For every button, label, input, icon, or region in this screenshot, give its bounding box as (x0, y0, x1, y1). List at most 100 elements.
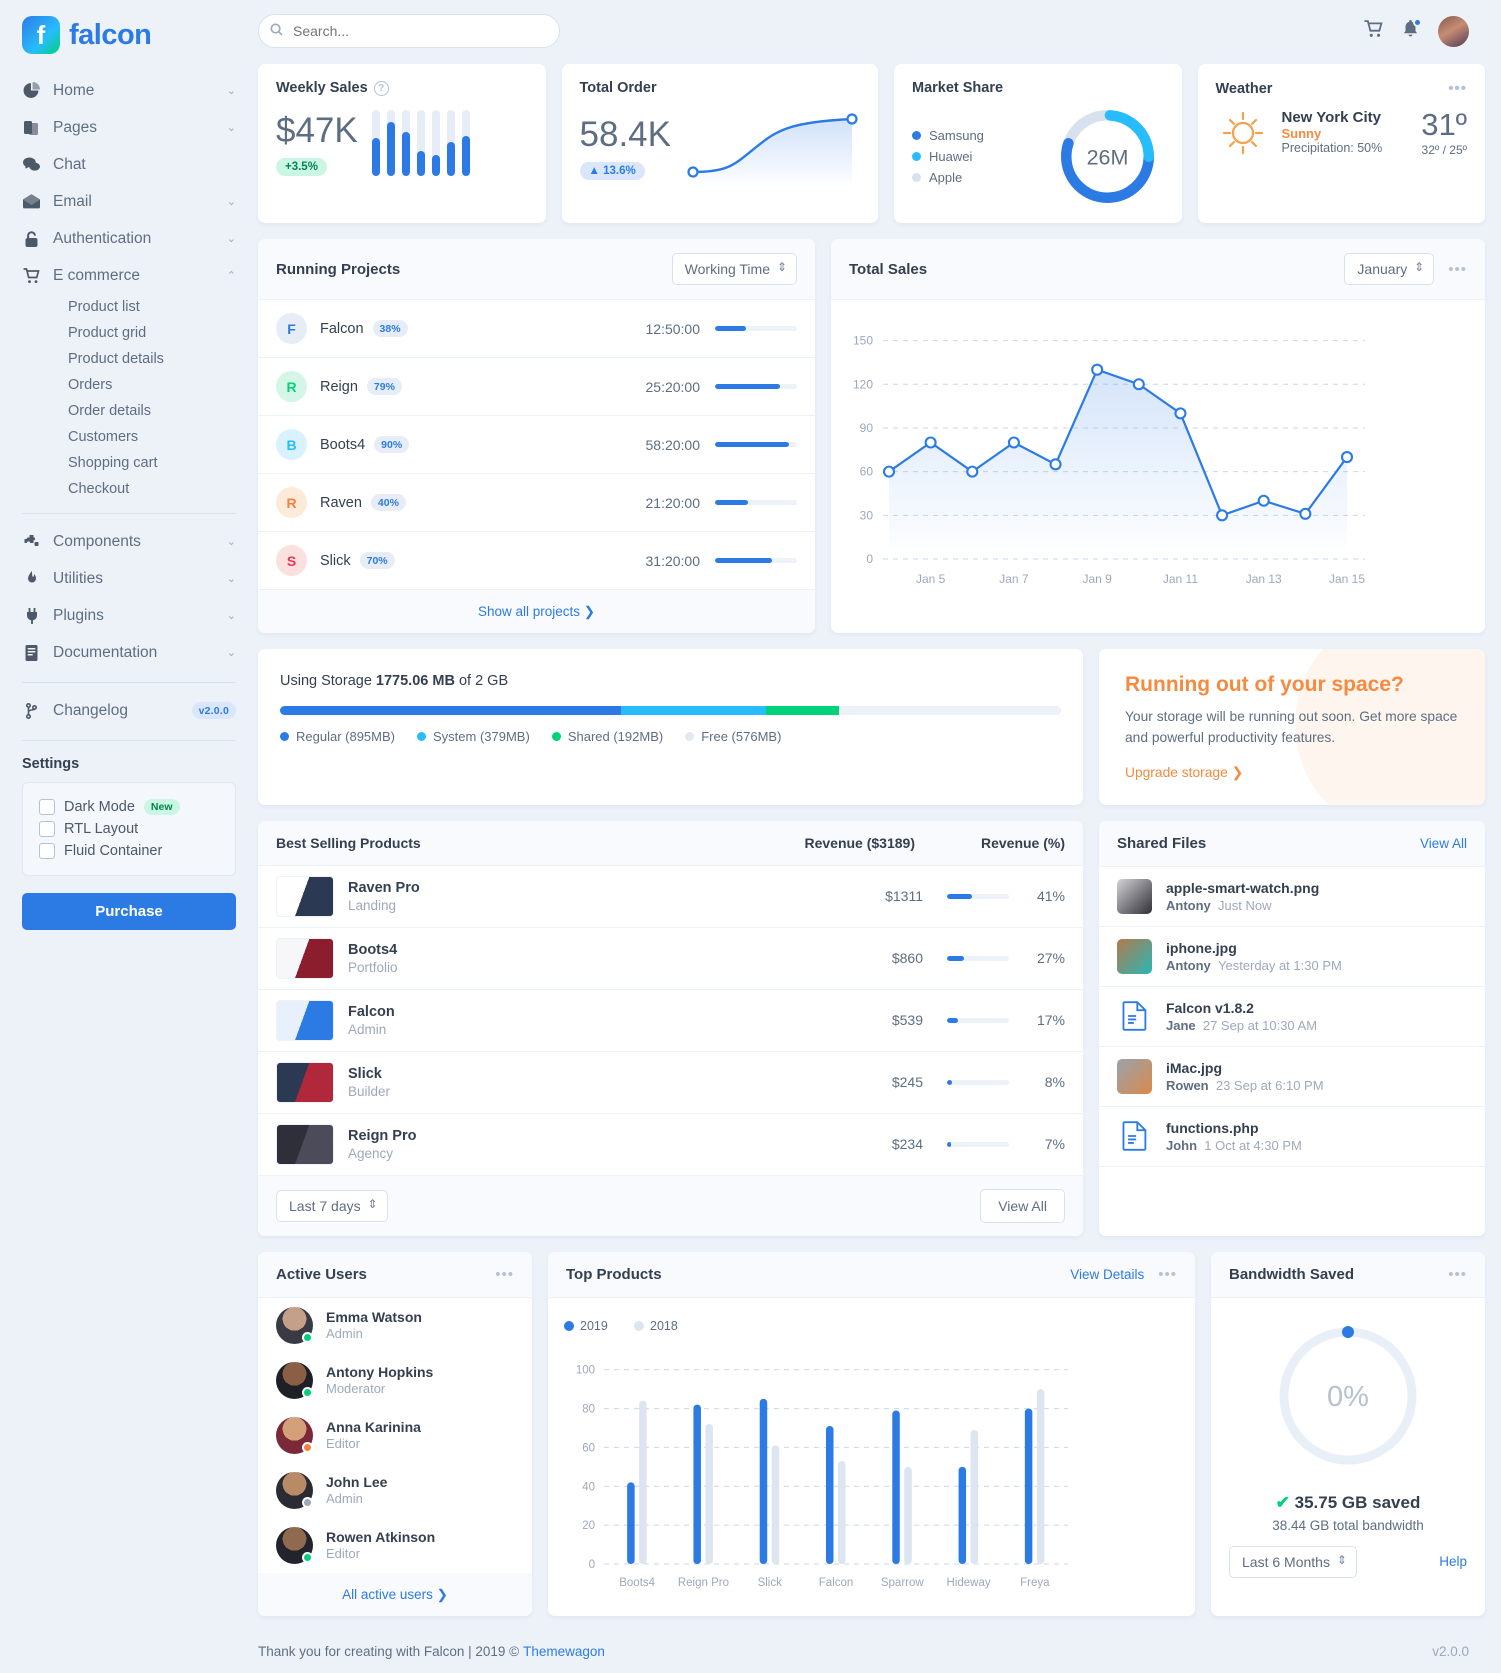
chevron-down-icon[interactable]: ⌄ (226, 233, 236, 245)
sidebar-item-changelog[interactable]: Changelog v2.0.0 (22, 692, 236, 729)
sidebar-item-product-list[interactable]: Product list (68, 299, 140, 315)
active-user-row[interactable]: John Lee Admin (258, 1463, 532, 1518)
sidebar-item-email[interactable]: Email ⌄ (22, 183, 236, 220)
project-row[interactable]: B Boots4 90% 58:20:00 (258, 416, 815, 474)
dark-mode-checkbox[interactable] (39, 799, 55, 815)
shared-file-row[interactable]: Falcon v1.8.2 Jane 27 Sep at 10:30 AM (1099, 987, 1485, 1047)
chat-icon (22, 155, 41, 174)
chevron-down-icon[interactable]: ⌄ (226, 610, 236, 622)
data-point (966, 465, 979, 478)
sidebar-item-checkout[interactable]: Checkout (68, 481, 130, 497)
sidebar-item-chat[interactable]: Chat (22, 146, 236, 183)
total-sales-menu-icon[interactable]: ••• (1448, 260, 1467, 278)
chevron-down-icon[interactable]: ⌄ (226, 647, 236, 659)
working-time-select[interactable]: Working Time (671, 253, 797, 285)
sidebar-item-utilities[interactable]: Utilities ⌄ (22, 560, 236, 597)
sidebar-item-ecommerce[interactable]: E commerce ⌃ (22, 257, 236, 294)
top-products-bar-chart: 2019 2018 0 20 40 60 80 100 Boots4 Reign Pro Slick… (564, 1319, 1068, 1589)
chevron-down-icon[interactable]: ⌄ (226, 122, 236, 134)
product-thumbnail (276, 1061, 334, 1103)
shared-files-view-all-link[interactable]: View All (1419, 835, 1467, 851)
file-thumbnail (1117, 878, 1152, 914)
chevron-down-icon[interactable]: ⌄ (226, 536, 236, 548)
file-thumbnail (1117, 1058, 1152, 1094)
month-select[interactable]: January (1344, 253, 1435, 285)
top-products-menu-icon[interactable]: ••• (1158, 1265, 1177, 1283)
project-row[interactable]: S Slick 70% 31:20:00 (258, 532, 815, 590)
avatar[interactable] (1438, 15, 1469, 47)
bandwidth-help-link[interactable]: Help (1439, 1554, 1467, 1570)
view-details-link[interactable]: View Details (1070, 1266, 1145, 1282)
active-user-row[interactable]: Anna Karinina Editor (258, 1408, 532, 1463)
sidebar-item-authentication[interactable]: Authentication ⌄ (22, 220, 236, 257)
sidebar-item-pages[interactable]: Pages ⌄ (22, 109, 236, 146)
sidebar-item-product-details[interactable]: Product details (68, 351, 164, 367)
question-circle-icon[interactable]: ? (373, 80, 389, 96)
legend-item-shared: Shared (192MB) (551, 729, 663, 744)
setting-dark-mode[interactable]: Dark Mode New (39, 796, 219, 818)
active-user-row[interactable]: Emma Watson Admin (258, 1298, 532, 1353)
upgrade-storage-link[interactable]: Upgrade storage ❯ (1125, 764, 1244, 780)
product-row[interactable]: Boots4 Portfolio $860 27% (258, 928, 1083, 990)
chevron-down-icon[interactable]: ⌄ (226, 196, 236, 208)
bandwidth-body: 0% ✔ 35.75 GB saved 38.44 GB total bandw… (1211, 1298, 1485, 1533)
sidebar-item-customers[interactable]: Customers (68, 429, 139, 445)
sidebar-item-orders[interactable]: Orders (68, 377, 113, 393)
project-row[interactable]: R Reign 79% 25:20:00 (258, 358, 815, 416)
file-zip-icon (1117, 999, 1152, 1034)
active-user-row[interactable]: Rowen Atkinson Editor (258, 1518, 532, 1573)
sidebar-item-documentation[interactable]: Documentation ⌄ (22, 634, 236, 671)
brand[interactable]: falcon (0, 0, 258, 72)
y-axis-tick: 0 (589, 1559, 595, 1571)
weather-range: 32º / 25º (1421, 143, 1468, 157)
project-row[interactable]: R Raven 40% 21:20:00 (258, 474, 815, 532)
data-point (1091, 363, 1104, 376)
product-name: Reign Pro (348, 1128, 417, 1145)
sidebar-item-shopping-cart[interactable]: Shopping cart (68, 455, 158, 471)
file-meta: Antony Just Now (1166, 897, 1272, 913)
date-range-select[interactable]: Last 7 days (276, 1189, 388, 1222)
project-row[interactable]: F Falcon 38% 12:50:00 (258, 300, 815, 358)
sidebar-item-product-grid[interactable]: Product grid (68, 325, 147, 341)
legend-dot-system (417, 732, 426, 741)
active-user-row[interactable]: Antony Hopkins Moderator (258, 1353, 532, 1408)
bandwidth-menu-icon[interactable]: ••• (1448, 1265, 1467, 1283)
shared-file-row[interactable]: functions.php John 1 Oct at 4:30 PM (1099, 1107, 1485, 1167)
bandwidth-range-select[interactable]: Last 6 Months (1229, 1545, 1357, 1578)
fluid-container-checkbox[interactable] (39, 843, 55, 859)
chevron-down-icon[interactable]: ⌄ (226, 573, 236, 585)
sidebar-item-plugins[interactable]: Plugins ⌄ (22, 597, 236, 634)
sidebar-item-components[interactable]: Components ⌄ (22, 523, 236, 560)
legend-dot-regular (280, 732, 289, 741)
project-percent: 79% (366, 378, 402, 395)
search-input[interactable] (258, 14, 560, 48)
all-active-users-link[interactable]: All active users ❯ (342, 1586, 448, 1602)
footer-link[interactable]: Themewagon (523, 1643, 605, 1659)
shopping-cart-icon[interactable] (1364, 19, 1383, 43)
setting-fluid-container[interactable]: Fluid Container (39, 840, 219, 862)
shared-file-row[interactable]: iphone.jpg Antony Yesterday at 1:30 PM (1099, 927, 1485, 987)
weather-menu-icon[interactable]: ••• (1448, 80, 1468, 97)
top-products-chart: 2019 2018 0 20 40 60 80 100 Boots4 Reign Pro Slick… (548, 1298, 1195, 1609)
product-row[interactable]: Falcon Admin $539 17% (258, 990, 1083, 1052)
sidebar-item-home[interactable]: Home ⌄ (22, 72, 236, 109)
product-row[interactable]: Slick Builder $245 8% (258, 1052, 1083, 1114)
sidebar-item-order-details[interactable]: Order details (68, 403, 152, 419)
view-all-button[interactable]: View All (980, 1188, 1065, 1223)
purchase-button[interactable]: Purchase (22, 893, 236, 930)
chevron-up-icon[interactable]: ⌃ (226, 270, 236, 282)
product-revenue-percent: 41% (1036, 888, 1065, 905)
product-row[interactable]: Reign Pro Agency $234 7% (258, 1114, 1083, 1176)
show-all-projects-link[interactable]: Show all projects ❯ (477, 604, 596, 619)
active-users-menu-icon[interactable]: ••• (495, 1265, 514, 1283)
product-row[interactable]: Raven Pro Landing $1311 41% (258, 866, 1083, 928)
bell-icon[interactable] (1402, 17, 1422, 43)
sidebar-item-label: Chat (53, 155, 86, 173)
setting-rtl-layout[interactable]: RTL Layout (39, 818, 219, 840)
plug-icon (22, 606, 41, 625)
rtl-layout-checkbox[interactable] (39, 821, 55, 837)
legend-dot-huawei (911, 152, 921, 161)
shared-file-row[interactable]: apple-smart-watch.png Antony Just Now (1099, 867, 1485, 927)
shared-file-row[interactable]: iMac.jpg Rowen 23 Sep at 6:10 PM (1099, 1047, 1485, 1107)
chevron-down-icon[interactable]: ⌄ (226, 85, 236, 97)
